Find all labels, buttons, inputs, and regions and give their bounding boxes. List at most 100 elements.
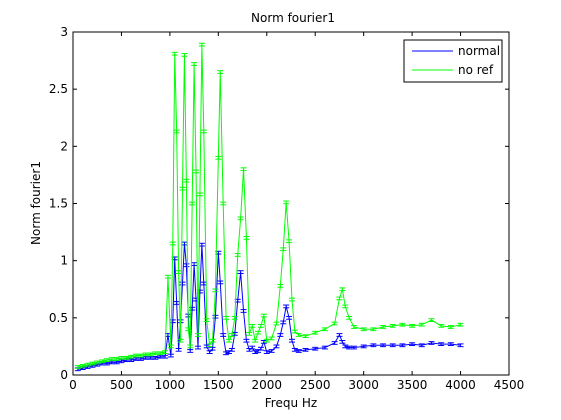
data-point-normal xyxy=(312,346,319,351)
legend-label-normal: normal xyxy=(458,44,500,58)
data-point-normal xyxy=(280,320,287,325)
data-point-no-ref xyxy=(179,186,186,191)
data-point-no-ref xyxy=(175,270,182,274)
data-point-normal xyxy=(457,343,464,348)
data-point-no-ref xyxy=(438,323,445,328)
data-point-no-ref xyxy=(189,201,196,206)
data-point-no-ref xyxy=(240,167,247,172)
x-tick-label: 500 xyxy=(110,378,133,392)
data-point-normal xyxy=(181,241,188,246)
data-point-normal xyxy=(339,339,346,344)
x-tick-label: 3000 xyxy=(348,378,379,392)
data-point-no-ref xyxy=(255,330,262,335)
data-point-no-ref xyxy=(457,322,464,327)
data-point-no-ref xyxy=(283,200,290,205)
data-point-normal xyxy=(331,341,338,345)
data-point-no-ref xyxy=(217,70,224,74)
data-point-no-ref xyxy=(79,363,86,368)
y-tick-label: 1 xyxy=(60,254,68,268)
x-tick-label: 2000 xyxy=(252,378,283,392)
x-tick-label: 4500 xyxy=(494,378,525,392)
data-point-normal xyxy=(137,357,144,361)
data-point-no-ref xyxy=(113,357,120,361)
data-point-normal xyxy=(228,347,235,352)
data-point-no-ref xyxy=(223,315,230,320)
x-tick-label: 1500 xyxy=(203,378,234,392)
data-point-normal xyxy=(399,343,406,348)
data-point-normal xyxy=(302,347,309,352)
data-point-no-ref xyxy=(295,333,302,337)
y-tick-label: 2.5 xyxy=(49,82,68,96)
data-point-normal xyxy=(152,355,159,360)
data-point-no-ref xyxy=(183,178,190,183)
y-tick-label: 1.5 xyxy=(49,197,68,211)
data-point-normal xyxy=(194,345,201,350)
data-point-no-ref xyxy=(360,327,367,332)
data-point-normal xyxy=(162,354,169,359)
data-point-no-ref xyxy=(399,322,406,327)
data-point-no-ref xyxy=(350,325,357,329)
data-point-normal xyxy=(350,345,357,350)
y-tick-label: 0.5 xyxy=(49,311,68,325)
data-point-normal xyxy=(198,242,205,247)
data-point-no-ref xyxy=(336,296,343,301)
data-point-normal xyxy=(447,342,454,347)
data-point-no-ref xyxy=(89,361,96,366)
data-point-normal xyxy=(370,343,377,348)
data-point-no-ref xyxy=(209,338,216,343)
data-point-no-ref xyxy=(277,283,284,288)
data-point-no-ref xyxy=(173,129,180,134)
legend: normal no ref xyxy=(403,39,503,83)
plot-area xyxy=(73,32,509,375)
data-point-normal xyxy=(209,346,216,351)
data-point-no-ref xyxy=(339,287,346,292)
data-point-no-ref xyxy=(162,350,169,355)
data-point-no-ref xyxy=(260,313,267,318)
y-axis-label: Norm fourier1 xyxy=(29,161,43,245)
data-point-no-ref xyxy=(380,325,387,329)
data-point-normal xyxy=(286,315,293,320)
data-point-no-ref xyxy=(280,247,287,252)
data-point-no-ref xyxy=(157,351,164,356)
x-tick-label: 4000 xyxy=(445,378,476,392)
y-tick-label: 3 xyxy=(60,25,68,39)
data-point-normal xyxy=(360,344,367,349)
data-point-no-ref xyxy=(94,360,101,365)
data-point-no-ref xyxy=(203,318,210,322)
data-point-no-ref xyxy=(191,62,198,66)
data-point-normal xyxy=(389,343,396,348)
data-point-no-ref xyxy=(234,253,241,257)
data-point-no-ref xyxy=(246,331,253,336)
data-point-normal xyxy=(243,338,250,343)
data-point-normal xyxy=(273,344,280,349)
data-point-normal xyxy=(249,345,256,350)
data-point-no-ref xyxy=(257,323,264,328)
data-point-no-ref xyxy=(181,52,188,57)
data-point-no-ref xyxy=(409,323,416,328)
data-point-no-ref xyxy=(220,201,227,206)
data-point-normal xyxy=(217,280,224,285)
data-point-no-ref xyxy=(249,323,256,328)
x-tick-label: 1000 xyxy=(155,378,186,392)
data-point-no-ref xyxy=(74,365,81,369)
y-tick-label: 2 xyxy=(60,139,68,153)
data-point-normal xyxy=(295,349,302,353)
data-point-normal xyxy=(268,349,275,353)
data-point-normal xyxy=(183,263,190,268)
data-point-normal xyxy=(428,341,435,345)
data-point-no-ref xyxy=(268,336,275,341)
series-no-ref xyxy=(74,42,464,369)
x-tick-label: 2500 xyxy=(300,378,331,392)
data-point-no-ref xyxy=(231,315,238,320)
data-point-no-ref xyxy=(288,297,295,302)
data-point-no-ref xyxy=(342,304,349,309)
data-point-no-ref xyxy=(185,327,192,332)
data-point-normal xyxy=(257,346,264,351)
data-point-no-ref xyxy=(237,216,244,221)
data-point-no-ref xyxy=(200,129,207,134)
plot-frame xyxy=(72,31,510,376)
data-point-no-ref xyxy=(418,322,425,327)
data-point-no-ref xyxy=(171,51,178,56)
data-point-normal xyxy=(189,306,196,311)
x-tick-label: 3500 xyxy=(397,378,428,392)
